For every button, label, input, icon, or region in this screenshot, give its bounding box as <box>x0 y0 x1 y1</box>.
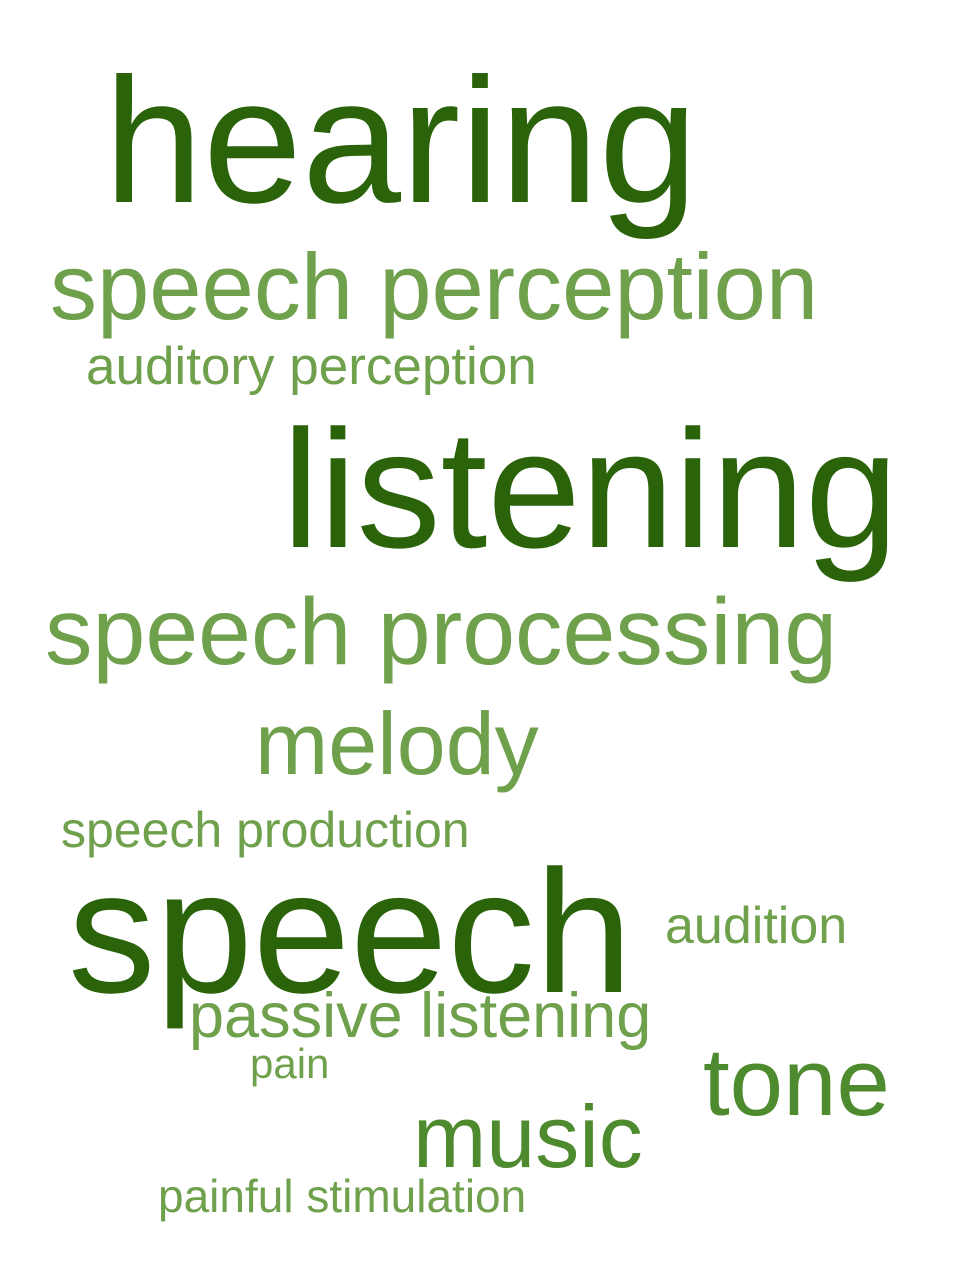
word-melody: melody <box>255 694 539 793</box>
word-passive-listening: passive listening <box>189 981 652 1051</box>
word-audition: audition <box>665 897 848 955</box>
word-speech-processing: speech processing <box>45 579 838 685</box>
word-speech-perception: speech perception <box>50 234 819 339</box>
word-listening: listening <box>282 395 899 583</box>
word-painful-stimulation: painful stimulation <box>158 1170 527 1222</box>
word-hearing: hearing <box>104 41 698 240</box>
word-speech-production: speech production <box>61 802 470 858</box>
word-speech: speech <box>68 835 633 1030</box>
word-tone: tone <box>703 1029 890 1136</box>
word-auditory-perception: auditory perception <box>86 337 537 396</box>
word-pain: pain <box>250 1040 330 1087</box>
word-music: music <box>413 1087 643 1186</box>
